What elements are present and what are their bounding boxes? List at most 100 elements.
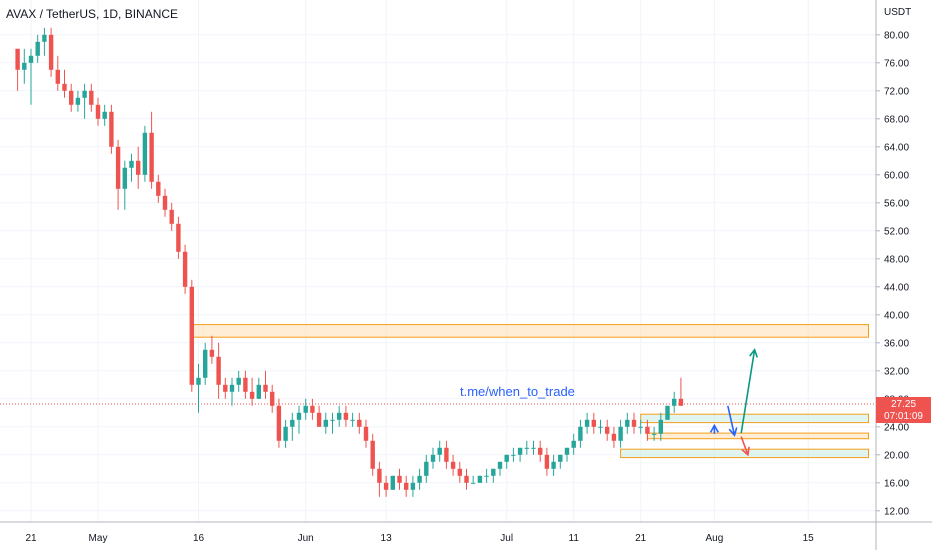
- y-tick-label: 44.00: [884, 282, 909, 293]
- y-tick-label: 48.00: [884, 254, 909, 265]
- candle-body: [524, 447, 529, 449]
- countdown-badge: 07:01:09: [876, 411, 931, 423]
- candle-body: [149, 132, 154, 182]
- candle-body: [115, 146, 121, 189]
- candle-body: [169, 209, 174, 224]
- candle-body: [330, 419, 335, 421]
- candle-body: [303, 405, 308, 413]
- candle-body: [42, 34, 47, 42]
- candle-body: [571, 440, 576, 448]
- x-tick-label: Aug: [706, 533, 724, 544]
- candle-body: [645, 426, 650, 434]
- candle-body: [182, 251, 188, 287]
- candle-body: [651, 433, 657, 435]
- candle-body: [437, 447, 442, 455]
- x-tick-label: 11: [569, 533, 580, 544]
- candle-body: [290, 419, 295, 427]
- candle-body: [337, 412, 342, 420]
- current-price-badge: 27.25: [876, 397, 931, 412]
- candle-body: [283, 426, 288, 441]
- candle-body: [28, 55, 34, 63]
- candle-body: [203, 349, 208, 378]
- x-tick-label: 13: [381, 533, 393, 544]
- annotation-arrow-head: [749, 348, 759, 358]
- candle-body: [89, 90, 94, 105]
- candle-body: [544, 454, 550, 469]
- candle-body: [504, 454, 509, 462]
- candle-body: [256, 384, 261, 399]
- candle-body: [618, 426, 623, 441]
- candle-body: [109, 111, 114, 147]
- candle-body: [276, 405, 282, 441]
- candle-body: [678, 398, 684, 406]
- candle-body: [531, 447, 536, 449]
- y-tick-label: 76.00: [884, 58, 909, 69]
- price-zone: [620, 448, 869, 459]
- candle-body: [417, 475, 422, 483]
- annotation-arrow-head: [728, 427, 738, 437]
- candle-body: [491, 468, 496, 476]
- candle-body: [558, 454, 563, 462]
- candle-body: [122, 167, 127, 189]
- y-axis-unit: USDT: [884, 7, 911, 18]
- candle-body: [484, 475, 489, 477]
- price-zone: [191, 324, 870, 338]
- x-tick-label: 16: [193, 533, 205, 544]
- candle-body: [296, 412, 302, 420]
- candle-body: [209, 349, 215, 357]
- candle-body: [390, 475, 395, 490]
- candle-body: [176, 223, 181, 252]
- candle-body: [223, 384, 228, 392]
- candle-body: [410, 482, 416, 490]
- candle-body: [450, 461, 456, 469]
- candle-body: [82, 90, 87, 98]
- y-tick-label: 68.00: [884, 114, 909, 125]
- candle-body: [638, 426, 643, 428]
- candle-body: [517, 447, 523, 455]
- candle-body: [424, 461, 429, 476]
- y-tick-label: 36.00: [884, 338, 909, 349]
- watermark-text: t.me/when_to_trade: [460, 384, 575, 399]
- candle-body: [216, 356, 221, 385]
- candle-body: [363, 426, 369, 441]
- candle-body: [611, 433, 617, 441]
- annotation-arrow-head: [709, 423, 719, 433]
- candle-body: [95, 104, 101, 119]
- candle-body: [605, 426, 610, 434]
- candle-body: [142, 132, 148, 175]
- candle-body: [35, 41, 40, 56]
- y-tick-label: 20.00: [884, 450, 909, 461]
- candle-body: [564, 447, 570, 455]
- candle-body: [457, 468, 462, 476]
- candle-body: [357, 419, 362, 427]
- candle-body: [383, 482, 389, 490]
- y-tick-label: 32.00: [884, 366, 909, 377]
- candle-body: [162, 195, 168, 210]
- candle-body: [196, 377, 201, 385]
- x-tick-label: 21: [25, 533, 37, 544]
- candle-body: [343, 412, 349, 420]
- candle-body: [263, 384, 268, 392]
- candle-body: [672, 398, 677, 406]
- chart-title: AVAX / TetherUS, 1D, BINANCE: [6, 7, 179, 21]
- x-tick-label: Jul: [500, 533, 513, 544]
- candle-body: [136, 160, 141, 175]
- candle-body: [497, 461, 503, 469]
- y-tick-label: 72.00: [884, 86, 909, 97]
- y-tick-label: 80.00: [884, 30, 909, 41]
- annotation-arrow: [740, 349, 756, 434]
- y-tick-label: 24.00: [884, 422, 909, 433]
- price-zone: [646, 432, 870, 440]
- x-tick-label: May: [89, 533, 108, 544]
- x-tick-label: 15: [803, 533, 815, 544]
- candle-body: [631, 419, 637, 427]
- candle-body: [310, 405, 315, 413]
- candle-body: [551, 461, 556, 469]
- candle-body: [129, 160, 134, 168]
- annotation-arrow: [727, 405, 736, 436]
- candle-body: [243, 377, 248, 392]
- candle-body: [270, 391, 275, 406]
- candle-body: [625, 419, 630, 427]
